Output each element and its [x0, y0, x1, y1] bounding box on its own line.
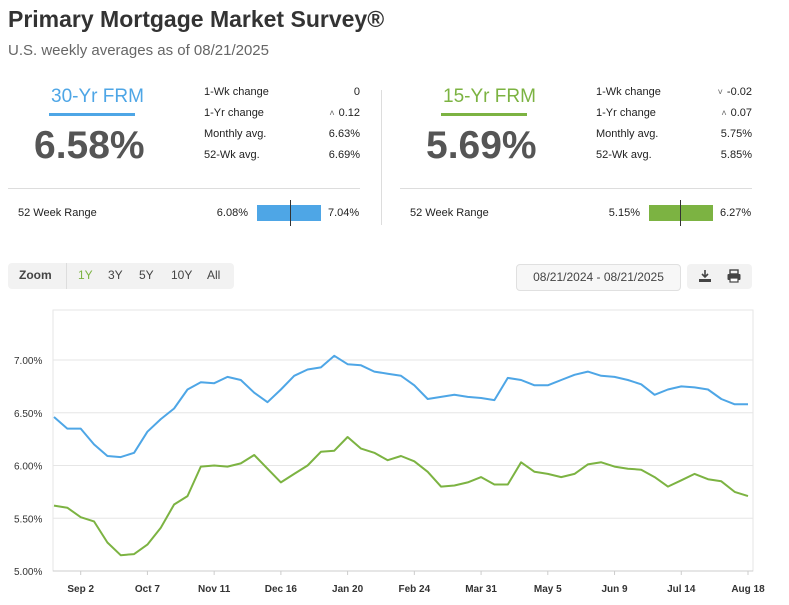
rate-line-chart: 5.00% 5.50% 6.00% 6.50% 7.00% Sep 2 Oct 7 Nov 1… [14, 309, 765, 595]
print-icon[interactable] [726, 268, 742, 284]
rate-name-30yr: 30-Yr FRM [51, 86, 144, 107]
stat-row: 1-Wk change ˅ -0.02 [596, 86, 752, 107]
divider [400, 188, 752, 189]
rate-value-15yr: 5.69% [426, 124, 537, 167]
y-tick-label: 7.00% [14, 356, 42, 367]
stat-label: 52-Wk avg. [204, 149, 260, 161]
zoom-all-button[interactable]: All [207, 268, 221, 282]
range-bar-15yr [649, 205, 713, 221]
zoom-3y-button[interactable]: 3Y [108, 268, 123, 282]
range-low-30yr: 6.08% [216, 207, 248, 219]
chevron-down-icon: ˅ [717, 87, 723, 97]
range-high-30yr: 7.04% [328, 207, 360, 219]
range-low-15yr: 5.15% [608, 207, 640, 219]
x-tick-label: Nov 11 [198, 584, 231, 595]
rate-name-15yr: 15-Yr FRM [443, 86, 536, 107]
zoom-separator [66, 263, 67, 289]
date-range-picker[interactable]: 08/21/2024 - 08/21/2025 [516, 264, 681, 291]
stat-value: 0 [353, 86, 360, 98]
card-divider [381, 90, 382, 225]
series-line-30yr [53, 354, 748, 459]
stat-row: Monthly avg. 6.63% [204, 128, 360, 149]
stat-label: 1-Yr change [596, 107, 656, 119]
zoom-10y-button[interactable]: 10Y [171, 268, 193, 282]
stat-row: 52-Wk avg. 5.85% [596, 149, 752, 170]
x-tick-label: Oct 7 [135, 584, 160, 595]
stat-value: 6.69% [328, 149, 360, 161]
rate-stats-15yr: 1-Wk change ˅ -0.02 1-Yr change ˄ 0.07 Mon… [596, 86, 752, 170]
rate-underline-30yr [49, 113, 135, 116]
range-label-30yr: 52 Week Range [18, 207, 97, 219]
stat-value: ˄ 0.12 [329, 107, 360, 119]
stat-value: 5.75% [720, 128, 752, 140]
rate-card-30yr: 30-Yr FRM 6.58% 1-Wk change 0 1-Yr chang… [8, 80, 370, 230]
x-tick-label: Dec 16 [265, 584, 298, 595]
rate-card-15yr: 15-Yr FRM 5.69% 1-Wk change ˅ -0.02 1-Yr … [400, 80, 762, 230]
x-tick-label: Aug 18 [731, 584, 765, 595]
chart-tools [687, 264, 752, 289]
stat-row: 52-Wk avg. 6.69% [204, 149, 360, 170]
zoom-label: Zoom [19, 268, 52, 282]
stat-label: Monthly avg. [204, 128, 267, 140]
rate-stats-30yr: 1-Wk change 0 1-Yr change ˄ 0.12 Monthly … [204, 86, 360, 170]
x-tick-label: Feb 24 [399, 584, 431, 595]
zoom-toolbar: Zoom 1Y 3Y 5Y 10Y All [8, 263, 234, 289]
stat-row: 1-Yr change ˄ 0.12 [204, 107, 360, 128]
stat-label: 1-Wk change [596, 86, 661, 98]
download-icon[interactable] [697, 268, 713, 284]
stat-row: 1-Yr change ˄ 0.07 [596, 107, 752, 128]
y-tick-label: 6.50% [14, 409, 42, 420]
stat-value: ˅ -0.02 [717, 86, 752, 98]
y-tick-label: 5.50% [14, 514, 42, 525]
x-tick-label: Jan 20 [332, 584, 364, 595]
stat-value: 5.85% [720, 149, 752, 161]
range-label-15yr: 52 Week Range [410, 207, 489, 219]
rate-value-30yr: 6.58% [34, 124, 145, 167]
zoom-1y-button[interactable]: 1Y [78, 268, 93, 282]
page-subtitle: U.S. weekly averages as of 08/21/2025 [8, 42, 269, 59]
stat-label: 1-Wk change [204, 86, 269, 98]
x-tick-label: Mar 31 [465, 584, 497, 595]
range-bar-30yr [257, 205, 321, 221]
x-tick-label: Jun 9 [601, 584, 628, 595]
stat-value: ˄ 0.07 [721, 107, 752, 119]
y-tick-label: 6.00% [14, 462, 42, 473]
stat-label: 52-Wk avg. [596, 149, 652, 161]
stat-row: 1-Wk change 0 [204, 86, 360, 107]
stat-row: Monthly avg. 5.75% [596, 128, 752, 149]
x-tick-label: May 5 [534, 584, 562, 595]
range-marker-15yr [679, 200, 681, 226]
stat-label: 1-Yr change [204, 107, 264, 119]
x-tick-label: Jul 14 [667, 584, 696, 595]
range-high-15yr: 6.27% [720, 207, 752, 219]
page-title: Primary Mortgage Market Survey® [8, 6, 385, 32]
chevron-up-icon: ˄ [329, 108, 335, 118]
zoom-5y-button[interactable]: 5Y [139, 268, 154, 282]
chevron-up-icon: ˄ [721, 108, 727, 118]
x-tick-label: Sep 2 [67, 584, 94, 595]
divider [8, 188, 360, 189]
y-tick-label: 5.00% [14, 567, 42, 578]
series-line-15yr [53, 436, 749, 557]
stat-label: Monthly avg. [596, 128, 659, 140]
range-marker-30yr [290, 200, 292, 226]
rate-underline-15yr [441, 113, 527, 116]
stat-value: 6.63% [328, 128, 360, 140]
